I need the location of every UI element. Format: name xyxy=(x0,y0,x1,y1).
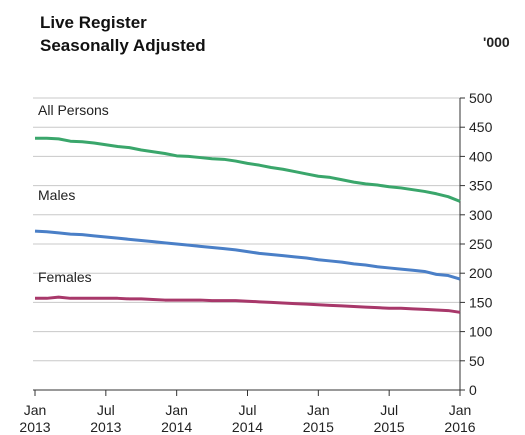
series-label: Males xyxy=(38,187,75,203)
y-tick-label: 300 xyxy=(469,207,493,223)
y-tick-label: 500 xyxy=(469,90,493,106)
y-tick-label: 250 xyxy=(469,236,493,252)
series-line xyxy=(34,229,461,281)
series-line xyxy=(35,136,461,203)
series-label: All Persons xyxy=(38,102,109,118)
y-unit: '000 xyxy=(483,34,510,50)
y-tick-label: 200 xyxy=(469,265,493,281)
x-tick-label: Jul 2015 xyxy=(374,402,405,435)
y-tick-label: 400 xyxy=(469,148,493,164)
series-label: Females xyxy=(38,269,92,285)
x-tick-label: Jan 2015 xyxy=(303,402,334,435)
y-tick-label: 450 xyxy=(469,119,493,135)
chart-subtitle: Seasonally Adjusted xyxy=(40,36,206,55)
y-tick-label: 350 xyxy=(469,178,493,194)
y-tick-label: 100 xyxy=(469,324,493,340)
x-tick-label: Jul 2013 xyxy=(90,402,121,435)
x-tick-label: Jan 2016 xyxy=(444,402,475,435)
x-tick-label: Jan 2014 xyxy=(161,402,192,435)
x-tick-label: Jul 2014 xyxy=(232,402,263,435)
y-tick-label: 50 xyxy=(469,353,485,369)
series-line xyxy=(35,295,461,314)
chart-title: Live Register xyxy=(40,13,147,32)
y-tick-label: 0 xyxy=(469,382,477,398)
y-tick-label: 150 xyxy=(469,294,493,310)
x-tick-label: Jan 2013 xyxy=(19,402,50,435)
